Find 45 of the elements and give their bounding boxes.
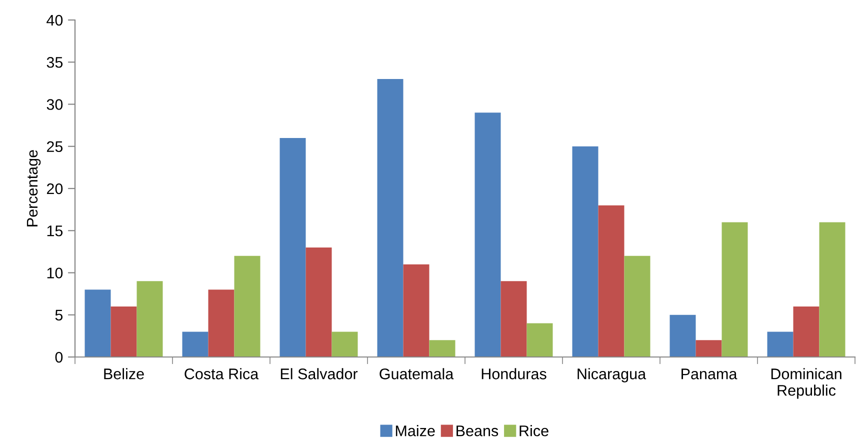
bar <box>377 78 404 357</box>
x-tick-label: Dominican Republic <box>771 368 842 399</box>
y-tick-label: 25 <box>46 141 63 152</box>
legend-label: Beans <box>456 426 498 436</box>
bar <box>84 290 111 357</box>
y-tick-label: 20 <box>46 183 63 194</box>
bar <box>474 112 501 357</box>
x-tick-label: El Salvador <box>280 368 358 380</box>
x-tick-label: Belize <box>104 368 144 380</box>
legend-label: Maize <box>396 425 435 436</box>
bar <box>332 332 358 357</box>
bar <box>306 247 332 357</box>
bar <box>819 222 846 357</box>
y-tick-label: 10 <box>47 268 63 278</box>
bar <box>767 332 794 357</box>
y-tick-label: 0 <box>55 352 63 363</box>
y-tick-label: 30 <box>46 99 63 110</box>
y-axis-title: Percentage <box>26 150 41 226</box>
y-tick-label: 15 <box>47 226 63 236</box>
bar <box>500 281 527 357</box>
legend-label: Rice <box>520 425 548 436</box>
bar <box>208 290 234 357</box>
x-tick-label: Costa Rica <box>184 368 259 380</box>
bar <box>598 205 624 357</box>
bar <box>793 306 820 357</box>
x-tick-label: Guatemala <box>380 368 454 380</box>
bar <box>722 222 748 357</box>
x-tick-label: Panama <box>682 368 738 380</box>
bar <box>136 281 163 357</box>
bar <box>403 264 430 357</box>
bar <box>572 146 598 357</box>
bar <box>526 323 553 357</box>
bar <box>624 256 650 357</box>
bar <box>670 314 696 357</box>
bar <box>182 332 208 357</box>
bar <box>280 138 306 357</box>
bar <box>234 256 260 357</box>
x-tick-label: Nicaragua <box>578 368 646 382</box>
bar <box>110 306 137 357</box>
bar <box>696 340 722 357</box>
x-tick-label: Honduras <box>482 368 546 380</box>
y-tick-label: 35 <box>46 56 63 68</box>
y-tick-label: 5 <box>55 310 63 321</box>
y-tick-label: 40 <box>46 14 63 26</box>
bar <box>429 340 456 357</box>
